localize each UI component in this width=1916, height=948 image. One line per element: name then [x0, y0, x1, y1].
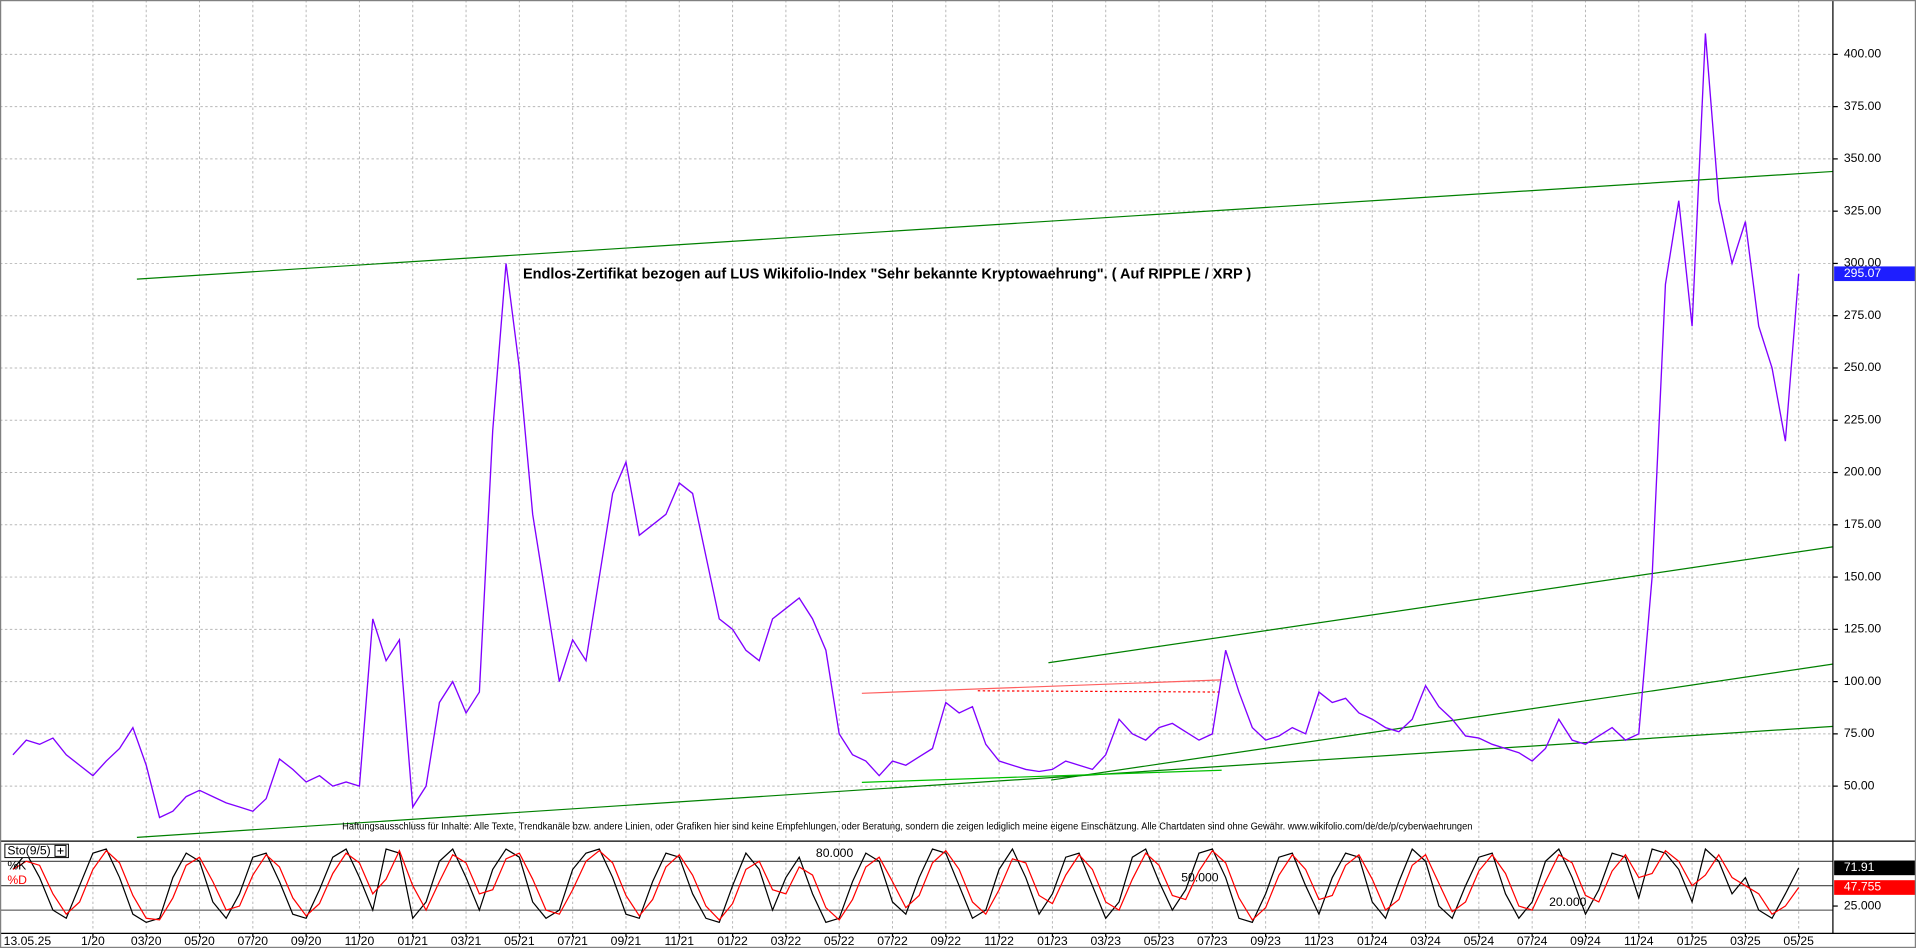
x-tick-label: 11/20 — [345, 934, 375, 948]
y-tick-label: 175.00 — [1844, 517, 1882, 531]
price-line — [12, 33, 1800, 819]
chart-title: Endlos-Zertifikat bezogen auf LUS Wikifo… — [523, 267, 1251, 283]
trendline — [861, 679, 1222, 694]
x-tick-label: 01/21 — [397, 934, 428, 948]
y-tick-label: 75.00 — [1844, 726, 1875, 740]
x-tick-label: 05/22 — [824, 934, 855, 948]
last-value-label: 71.91 — [1844, 860, 1875, 874]
x-tick-label: 07/21 — [557, 934, 588, 948]
y-tick-label: 50.00 — [1844, 778, 1875, 792]
indicator-legend-box — [4, 843, 69, 859]
x-tick-label: 09/22 — [931, 934, 962, 948]
x-tick-label: 05/24 — [1464, 934, 1495, 948]
x-tick-label: 09/23 — [1250, 934, 1281, 948]
x-tick-label: 01/24 — [1357, 934, 1388, 948]
indicator-line — [12, 847, 1800, 924]
level-label: 50.000 — [1181, 871, 1219, 885]
trendline — [136, 170, 1834, 280]
x-tick-label: 07/22 — [877, 934, 908, 948]
y-tick-label: 100.00 — [1844, 674, 1882, 688]
x-tick-label: 03/21 — [451, 934, 482, 948]
line-layer — [12, 33, 1834, 924]
y-tick-label: 25.000 — [1844, 898, 1882, 912]
x-tick-label: 01/25 — [1677, 934, 1708, 948]
x-tick-label: 01/22 — [717, 934, 748, 948]
y-tick-label: 350.00 — [1844, 151, 1882, 165]
plus-icon — [57, 847, 64, 854]
x-tick-label: 11/22 — [984, 934, 1014, 948]
y-tick-label: 200.00 — [1844, 465, 1882, 479]
y-tick-label: 300.00 — [1844, 256, 1882, 270]
x-tick-label: 03/20 — [131, 934, 162, 948]
x-tick-label: 03/23 — [1090, 934, 1121, 948]
x-tick-label: 09/24 — [1570, 934, 1601, 948]
level-label: 20.000 — [1549, 895, 1587, 909]
date-label: 13.05.25 — [4, 934, 52, 948]
y-tick-label: 125.00 — [1844, 622, 1882, 636]
y-tick-label: 375.00 — [1844, 99, 1882, 113]
trendline — [861, 769, 1222, 783]
x-tick-label: 05/20 — [184, 934, 215, 948]
indicator-title: Sto(9/5) — [7, 844, 50, 858]
grid-layer — [0, 0, 1833, 931]
x-tick-label: 07/23 — [1197, 934, 1228, 948]
legend-entry: %K — [7, 858, 26, 872]
x-tick-label: 11/21 — [664, 934, 694, 948]
x-tick-label: 05/23 — [1144, 934, 1175, 948]
last-price-label: 295.07 — [1844, 266, 1882, 280]
x-tick-label: 05/21 — [504, 934, 535, 948]
x-tick-label: 05/25 — [1783, 934, 1814, 948]
x-tick-label: 07/20 — [238, 934, 269, 948]
y-tick-label: 250.00 — [1844, 360, 1882, 374]
x-tick-label: 07/24 — [1517, 934, 1548, 948]
trendline — [1050, 663, 1834, 781]
x-tick-label: 03/25 — [1730, 934, 1761, 948]
x-tick-label: 01/23 — [1037, 934, 1068, 948]
last-value-label: 47.755 — [1844, 880, 1882, 894]
y-tick-label: 225.00 — [1844, 412, 1882, 426]
x-tick-label: 11/24 — [1624, 934, 1654, 948]
indicator-line — [12, 849, 1800, 921]
disclaimer: Haftungsausschluss für Inhalte: Alle Tex… — [342, 822, 1472, 833]
x-tick-label: 1/20 — [81, 934, 105, 948]
x-tick-label: 03/24 — [1410, 934, 1441, 948]
x-tick-label: 09/20 — [291, 934, 322, 948]
y-tick-label: 325.00 — [1844, 203, 1882, 217]
last-value-box — [1834, 880, 1916, 895]
y-tick-label: 150.00 — [1844, 569, 1882, 583]
x-tick-label: 11/23 — [1304, 934, 1334, 948]
y-tick-label: 275.00 — [1844, 308, 1882, 322]
x-tick-label: 09/21 — [611, 934, 642, 948]
last-price-box — [1834, 266, 1916, 282]
trendline — [1048, 546, 1834, 664]
y-tick-label: 400.00 — [1844, 47, 1882, 61]
x-tick-label: 03/22 — [771, 934, 802, 948]
trendline — [136, 725, 1834, 838]
legend-entry: %D — [7, 873, 27, 887]
last-value-box — [1834, 860, 1916, 876]
level-label: 80.000 — [816, 846, 854, 860]
trendline — [977, 690, 1222, 693]
